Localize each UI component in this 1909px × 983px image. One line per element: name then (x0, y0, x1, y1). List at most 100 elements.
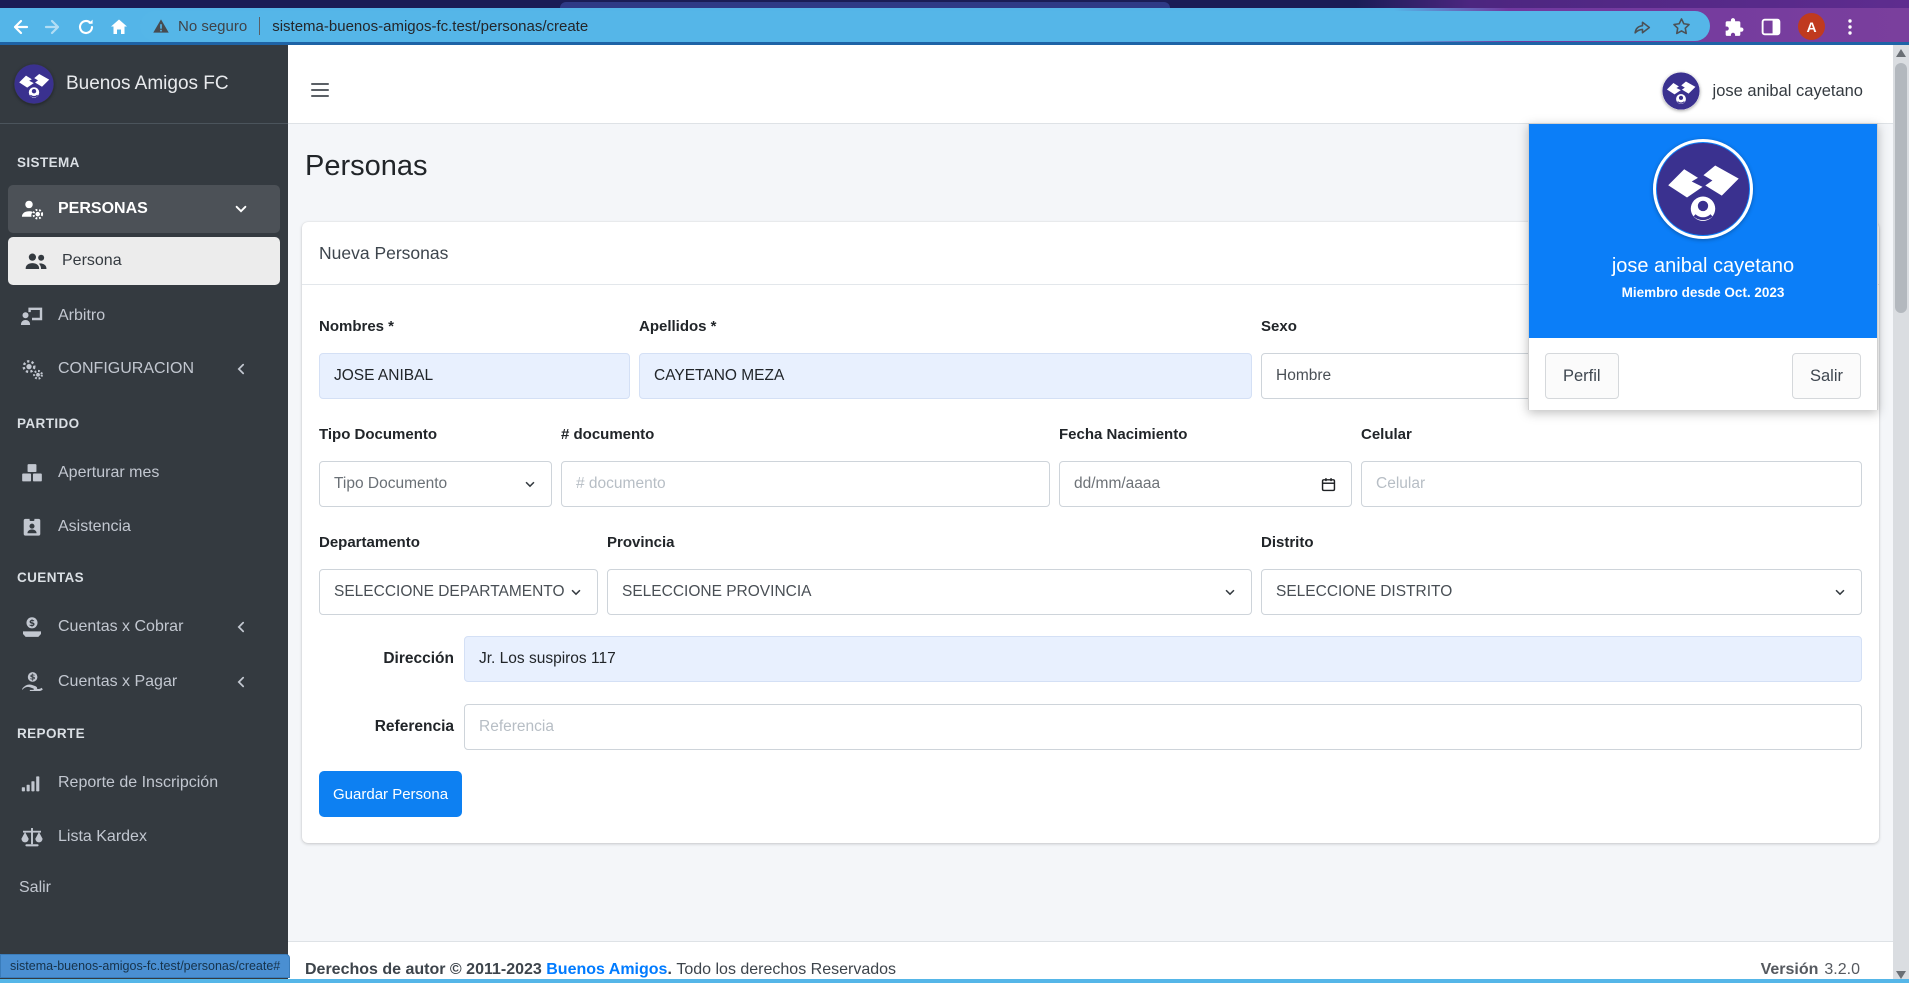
field-provincia: Provincia SELECCIONE PROVINCIA (607, 534, 1252, 615)
club-logo-icon (14, 64, 54, 104)
scroll-down-icon[interactable] (1893, 967, 1909, 983)
user-avatar (1662, 72, 1700, 110)
sidebar-item-lista-kardex[interactable]: Lista Kardex (8, 813, 280, 861)
sidebar-item-label: Lista Kardex (58, 828, 147, 845)
sidebar-item-label: Cuentas x Pagar (58, 673, 178, 690)
sidebar-header-cuentas: CUENTAS (17, 569, 85, 585)
departamento-select[interactable]: SELECCIONE DEPARTAMENTO (319, 569, 598, 615)
nombres-input[interactable] (319, 353, 630, 399)
sidebar-item-label: Cuentas x Cobrar (58, 618, 184, 635)
salir-button[interactable]: Salir (1791, 353, 1861, 399)
page-scrollbar[interactable] (1893, 45, 1909, 983)
reload-icon[interactable] (72, 13, 100, 41)
forward-icon[interactable] (39, 13, 67, 41)
select-caret-icon (1225, 589, 1235, 596)
direccion-label: Dirección (383, 650, 454, 667)
browser-profile-avatar[interactable]: A (1798, 13, 1825, 40)
chevron-down-icon (235, 205, 247, 213)
id-card-icon (23, 517, 41, 536)
departamento-label: Departamento (319, 534, 420, 551)
nombres-label: Nombres * (319, 318, 395, 335)
side-panel-icon[interactable] (1760, 16, 1782, 38)
sidebar-header-reporte: REPORTE (17, 725, 86, 741)
sidebar-item-label: Salir (19, 879, 52, 896)
sidebar-item-arbitro[interactable]: Arbitro (8, 292, 280, 340)
url-bar[interactable]: No seguro sistema-buenos-amigos-fc.test/… (140, 11, 1710, 41)
browser-tab[interactable] (560, 2, 1170, 8)
sidebar-item-salir[interactable]: Salir (8, 864, 280, 912)
user-dropdown-header: jose anibal cayetano Miembro desde Oct. … (1529, 124, 1877, 338)
cubes-icon (22, 464, 42, 482)
sidebar-item-reporte-inscripcion[interactable]: Reporte de Inscripción (8, 759, 280, 807)
hand-holding-dollar-icon: $ (22, 672, 43, 691)
chart-bars-icon (21, 776, 40, 792)
direccion-input[interactable] (464, 636, 1862, 682)
share-icon[interactable] (1632, 16, 1653, 37)
field-nombres: Nombres * (319, 318, 630, 399)
sidebar-item-cuentas-x-pagar[interactable]: $ Cuentas x Pagar (8, 658, 280, 706)
url-text[interactable]: sistema-buenos-amigos-fc.test/personas/c… (272, 17, 589, 35)
referencia-input[interactable] (464, 704, 1862, 750)
fecha-nacimiento-label: Fecha Nacimiento (1059, 426, 1188, 443)
not-secure-warning-icon (153, 19, 169, 33)
field-apellidos: Apellidos * (639, 318, 1252, 399)
distrito-label: Distrito (1261, 534, 1314, 551)
provincia-select[interactable]: SELECCIONE PROVINCIA (607, 569, 1252, 615)
sidebar-item-cuentas-x-cobrar[interactable]: $ Cuentas x Cobrar (8, 603, 280, 651)
browser-menu-kebab-icon[interactable] (1841, 16, 1859, 38)
sidebar-item-label: Reporte de Inscripción (58, 774, 219, 791)
chevron-left-icon (237, 363, 245, 375)
sidebar-item-configuracion[interactable]: CONFIGURACION (8, 345, 280, 393)
sidebar-item-persona[interactable]: Persona (8, 237, 280, 285)
sidebar-item-label: PERSONAS (58, 200, 148, 217)
tipo-documento-label: Tipo Documento (319, 426, 438, 443)
fecha-nacimiento-input[interactable]: dd/mm/aaaa (1059, 461, 1352, 507)
security-chip-label[interactable]: No seguro (178, 17, 248, 35)
chevron-left-icon (237, 676, 245, 688)
extensions-puzzle-icon[interactable] (1722, 16, 1744, 38)
link-status-bubble: sistema-buenos-amigos-fc.test/personas/c… (0, 954, 291, 978)
sidebar-item-personas[interactable]: PERSONAS (8, 185, 280, 233)
scroll-up-icon[interactable] (1893, 45, 1909, 61)
sidebar: Buenos Amigos FC SISTEMA PERSONAS (0, 45, 288, 983)
sidebar-toggle-icon[interactable] (311, 83, 329, 99)
window-frame (0, 0, 1909, 8)
copyright-text: Derechos de autor © 2011-2023 (305, 961, 547, 978)
navbar-user-menu[interactable]: jose anibal cayetano (1662, 72, 1863, 110)
field-celular: Celular (1361, 426, 1862, 507)
select-caret-icon (1835, 589, 1845, 596)
home-icon[interactable] (105, 13, 133, 41)
gears-icon (22, 360, 43, 380)
users-gear-icon (21, 200, 44, 220)
celular-input[interactable] (1361, 461, 1862, 507)
num-documento-input[interactable] (561, 461, 1050, 507)
sidebar-item-aperturar-mes[interactable]: Aperturar mes (8, 449, 280, 497)
provincia-label: Provincia (607, 534, 675, 551)
footer-brand-link[interactable]: Buenos Amigos (546, 961, 668, 978)
perfil-button[interactable]: Perfil (1545, 353, 1619, 399)
rights-text: Todo los derechos Reservados (676, 961, 897, 978)
top-navbar: jose anibal cayetano (288, 45, 1893, 124)
sidebar-item-label: Arbitro (58, 307, 106, 324)
scrollbar-thumb[interactable] (1895, 63, 1907, 313)
referencia-label: Referencia (374, 718, 454, 735)
tipo-documento-select[interactable]: Tipo Documento (319, 461, 552, 507)
user-dropdown-avatar (1653, 139, 1753, 239)
brand[interactable]: Buenos Amigos FC (0, 45, 288, 124)
calendar-icon[interactable] (1320, 476, 1337, 493)
sidebar-item-asistencia[interactable]: Asistencia (8, 503, 280, 551)
distrito-select[interactable]: SELECCIONE DISTRITO (1261, 569, 1862, 615)
bookmark-star-icon[interactable] (1671, 16, 1692, 37)
sidebar-item-label: Aperturar mes (58, 464, 160, 481)
user-member-since: Miembro desde Oct. 2023 (1621, 285, 1785, 300)
footer: Versión 3.2.0 Derechos de autor © 2011-20… (288, 941, 1893, 983)
celular-label: Celular (1361, 426, 1412, 443)
back-icon[interactable] (6, 13, 34, 41)
apellidos-input[interactable] (639, 353, 1252, 399)
circle-dollar-slot-icon: $ (23, 617, 41, 637)
svg-text:$: $ (30, 672, 36, 682)
field-direccion: Dirección (319, 636, 1862, 682)
sidebar-header-sistema: SISTEMA (17, 154, 80, 170)
svg-text:$: $ (29, 619, 35, 629)
guardar-persona-button[interactable]: Guardar Persona (319, 771, 463, 817)
